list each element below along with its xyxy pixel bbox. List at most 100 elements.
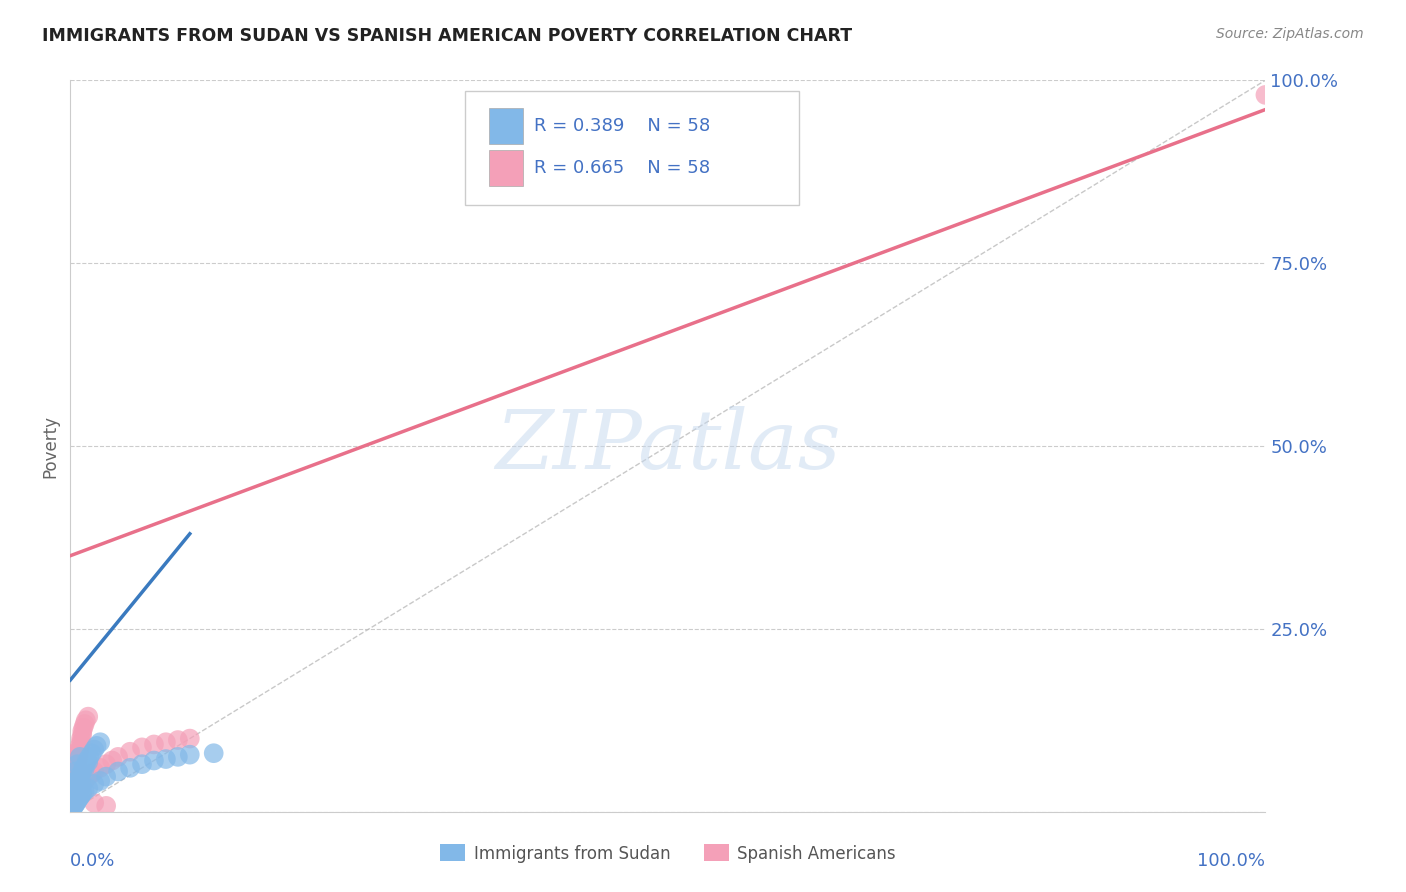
Point [59,801,82,815]
Point [143,754,166,768]
Point [80,766,103,780]
Point [67,784,90,798]
Point [96,770,117,784]
Point [70,728,93,742]
Point [69,749,91,764]
Point [63,772,86,786]
Point [107,764,129,779]
Point [69,790,91,805]
Point [77,709,100,723]
Point [67,791,90,805]
Point [63,791,86,805]
Point [67,772,90,786]
Legend: Immigrants from Sudan, Spanish Americans: Immigrants from Sudan, Spanish Americans [433,838,903,869]
Point [131,757,153,772]
Point [89,735,111,749]
Point [59,801,82,815]
Point [73,717,96,731]
Point [202,746,225,760]
Point [73,774,96,789]
Point [83,796,105,810]
Point [70,735,93,749]
Point [69,739,91,753]
Point [62,775,84,789]
Point [75,757,97,772]
FancyBboxPatch shape [489,109,523,145]
Point [70,770,93,784]
Point [131,740,153,755]
FancyBboxPatch shape [465,91,800,204]
Text: 0.0%: 0.0% [70,852,115,870]
Point [62,796,84,810]
Point [101,754,124,768]
Point [107,749,129,764]
Point [66,787,89,801]
Point [86,739,108,753]
Point [179,731,201,746]
Point [72,761,94,775]
Point [83,764,105,779]
Point [65,784,87,798]
Point [70,724,93,739]
Text: R = 0.389    N = 58: R = 0.389 N = 58 [534,118,710,136]
Point [73,784,96,798]
Point [66,781,89,796]
Point [96,757,117,772]
Point [77,781,100,796]
Point [70,787,93,801]
Point [63,791,86,805]
Point [62,757,84,772]
Point [65,762,87,776]
Point [69,742,91,756]
Point [62,796,84,810]
Point [65,761,87,775]
Point [70,731,93,746]
Point [60,798,83,813]
Point [70,764,93,779]
Point [59,803,82,817]
Point [65,796,87,810]
Point [79,749,101,764]
Point [83,742,105,756]
Point [65,789,87,803]
Point [63,768,86,782]
Point [69,768,91,782]
Point [77,770,100,784]
Point [66,754,89,768]
Point [66,794,89,808]
Point [63,775,86,789]
Point [60,803,83,817]
Point [67,777,90,791]
Point [83,777,105,791]
Point [89,761,111,775]
Point [69,781,91,796]
Point [80,746,103,760]
Point [69,774,91,789]
Point [60,794,83,808]
Point [70,777,93,791]
Point [60,790,83,805]
Point [166,749,188,764]
Point [1254,87,1277,102]
Point [89,774,111,789]
Point [62,801,84,815]
Point [63,782,86,797]
Point [66,757,89,772]
Point [63,787,86,801]
Point [63,794,86,808]
Text: ZIPatlas: ZIPatlas [495,406,841,486]
Point [63,789,86,803]
Point [62,790,84,805]
Point [63,779,86,793]
Point [143,738,166,752]
Point [59,797,82,812]
Text: Source: ZipAtlas.com: Source: ZipAtlas.com [1216,27,1364,41]
Point [67,746,90,760]
Point [65,764,87,779]
Point [155,752,177,766]
Point [63,797,86,812]
Point [63,764,86,779]
Point [67,749,90,764]
Point [72,721,94,735]
Point [120,761,141,775]
